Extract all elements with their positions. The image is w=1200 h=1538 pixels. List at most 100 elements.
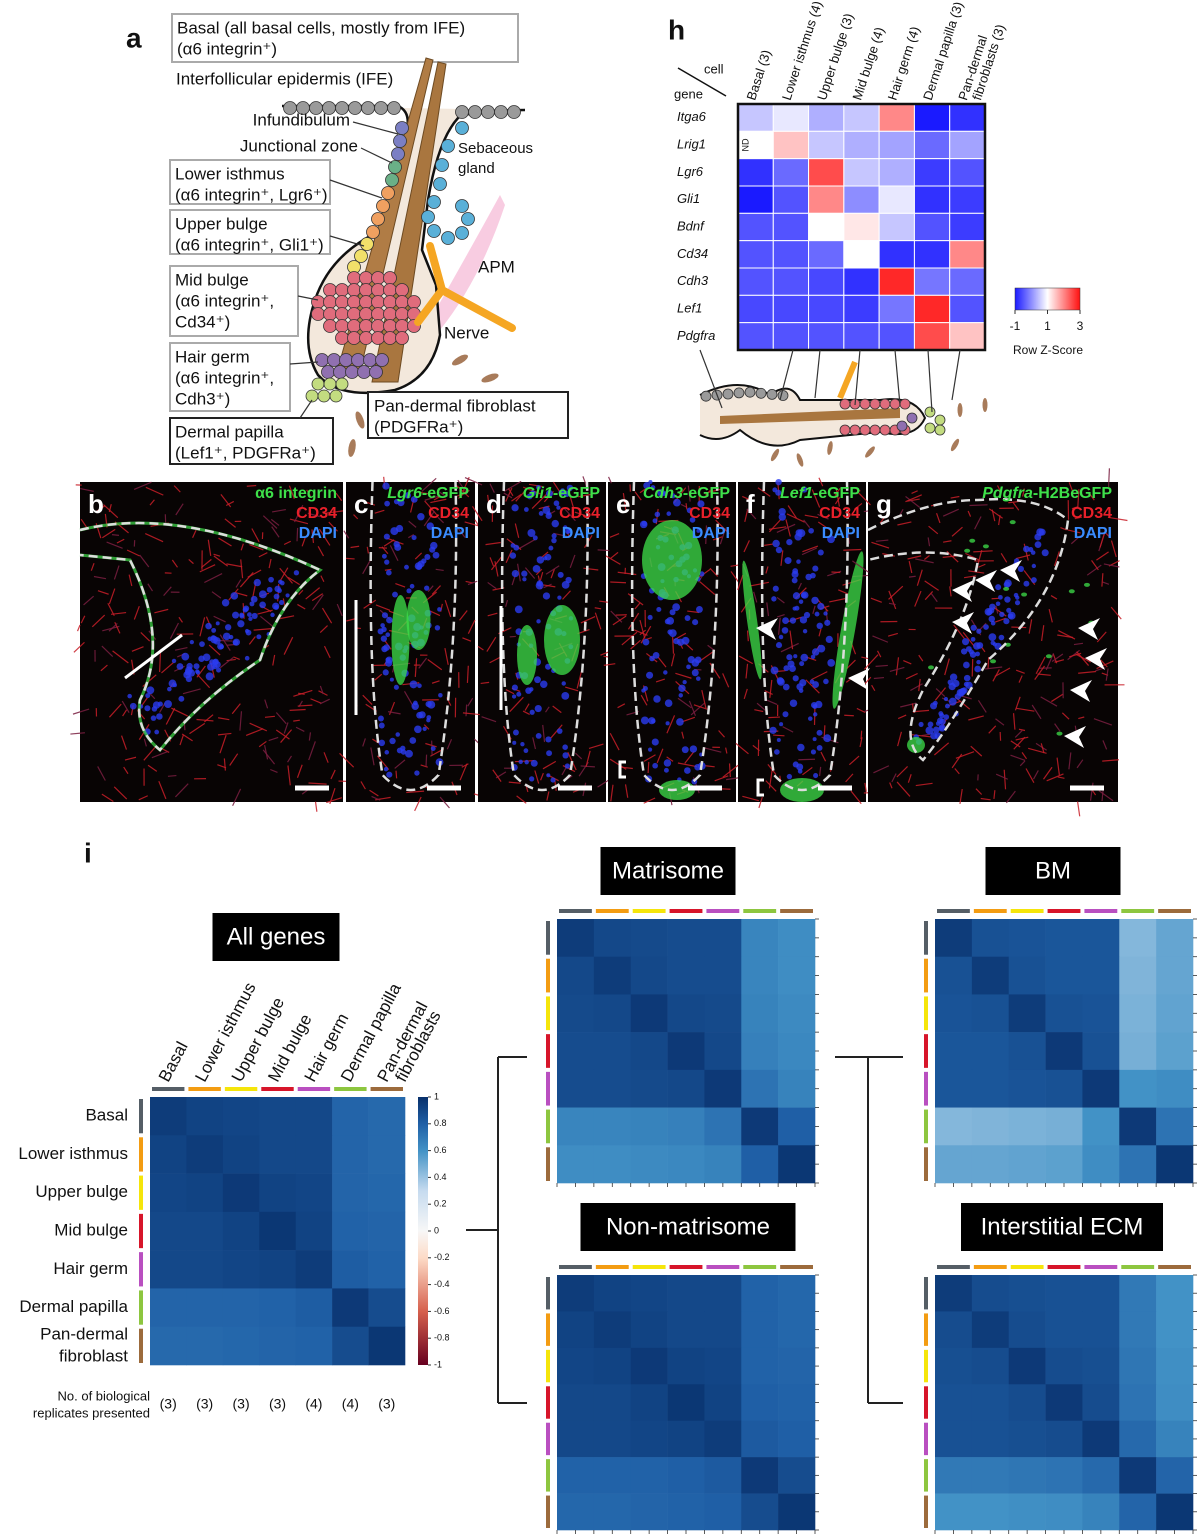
heatmap-cell (150, 1250, 187, 1289)
nucleus-speckle (404, 492, 411, 499)
tissue-speckle (97, 766, 106, 781)
nucleus-speckle (154, 729, 160, 735)
nucleus-speckle (792, 606, 797, 611)
heatmap-cell (593, 1107, 632, 1146)
tissue-speckle (765, 566, 769, 574)
nucleus-speckle (437, 607, 442, 612)
group-bar (546, 1071, 550, 1106)
cell-icon (371, 212, 385, 226)
stain-green: -eGFP (813, 485, 860, 502)
tissue-speckle (489, 557, 495, 567)
tissue-speckle (283, 722, 289, 734)
tissue-speckle (384, 568, 392, 571)
cell-icon (879, 398, 891, 410)
heatmap-cell (704, 994, 742, 1033)
gfp-signal (742, 560, 762, 680)
gfp-signal (927, 665, 934, 670)
panel-letter: f (746, 489, 755, 519)
tissue-speckle (429, 610, 441, 617)
tissue-speckle (433, 496, 441, 501)
tissue-speckle (287, 765, 291, 786)
group-bar (546, 1109, 550, 1144)
stain-green: -eGFP (553, 485, 600, 502)
heatmap-cell (741, 1145, 779, 1184)
heatmap-cell (878, 130, 915, 160)
nucleus-speckle (548, 545, 554, 551)
heatmap-cell (778, 1347, 816, 1385)
tissue-speckle (1018, 675, 1023, 683)
tissue-speckle (935, 513, 941, 524)
nucleus-speckle (244, 628, 250, 634)
tissue-speckle (574, 511, 586, 517)
heatmap-cell (332, 1250, 369, 1289)
tissue-speckle (643, 754, 656, 762)
nucleus-speckle (378, 739, 386, 747)
group-bar (139, 1290, 143, 1325)
heatmap-cell (1008, 1275, 1046, 1312)
panel-letter: b (88, 489, 104, 519)
heatmap-cell (1045, 919, 1083, 958)
heatmap-cell (1045, 1107, 1083, 1146)
group-bar (546, 921, 550, 955)
cell-icon (359, 271, 373, 285)
nucleus-speckle (664, 618, 671, 625)
heatmap-cell (808, 240, 845, 269)
heatmap-cell (150, 1326, 187, 1366)
nucleus-speckle (427, 700, 436, 709)
tissue-speckle (622, 493, 627, 511)
cell-icon (371, 331, 385, 345)
nucleus-speckle (654, 511, 661, 518)
tissue-speckle (514, 523, 520, 538)
heatmap-cell (593, 1347, 632, 1385)
tissue-speckle (371, 795, 381, 801)
heatmap-cell (913, 267, 951, 296)
nucleus-speckle (545, 512, 552, 519)
gfp-signal (1003, 586, 1010, 591)
tissue-speckle (918, 678, 921, 692)
nucleus-speckle (521, 570, 528, 577)
heatmap-border (736, 102, 987, 352)
nucleus-speckle (432, 551, 440, 559)
heatmap-cell (630, 1069, 668, 1108)
tissue-speckle (394, 759, 406, 769)
gfp-signal (1004, 642, 1011, 647)
tissue-speckle (239, 711, 243, 731)
tissue-speckle (93, 575, 107, 580)
tissue-speckle (951, 526, 963, 537)
cell-icon (323, 295, 337, 309)
nucleus-speckle (650, 485, 656, 490)
nucleus-speckle (183, 671, 191, 679)
tissue-speckle (934, 687, 947, 701)
tissue-speckle (609, 732, 620, 751)
heatmap-cell (667, 1384, 705, 1422)
tissue-speckle (984, 666, 1003, 670)
heatmap-cell (935, 1145, 973, 1184)
tissue-speckle (1028, 619, 1033, 634)
gfp-signal (406, 590, 431, 650)
nucleus-speckle (648, 480, 653, 485)
arrowhead (952, 580, 974, 602)
tissue-speckle (1076, 801, 1081, 817)
arrowhead (1085, 648, 1107, 670)
heatmap-cell (737, 240, 774, 269)
tissue-speckle (609, 758, 627, 770)
tissue-speckle (375, 604, 391, 611)
heatmap-cell (1119, 1493, 1157, 1531)
title-box (985, 847, 1121, 895)
nucleus-speckle (995, 601, 1001, 607)
nucleus-speckle (998, 594, 1003, 600)
nucleus-speckle (536, 484, 541, 490)
nucleus-speckle (266, 586, 273, 593)
tissue-speckle (363, 599, 377, 609)
tissue-speckle (889, 782, 893, 789)
nucleus-speckle (248, 616, 253, 622)
tissue-speckle (864, 782, 867, 792)
colorbar-tick-label: 0 (434, 1225, 439, 1235)
heatmap-cell (1045, 956, 1083, 995)
tissue-speckle (171, 559, 178, 568)
heatmap-cell (1156, 1145, 1194, 1184)
tissue-speckle (746, 508, 757, 520)
group-bar (924, 1277, 928, 1310)
colorbar-tick-label: -0.8 (434, 1333, 450, 1343)
heatmap-cell (949, 294, 986, 324)
